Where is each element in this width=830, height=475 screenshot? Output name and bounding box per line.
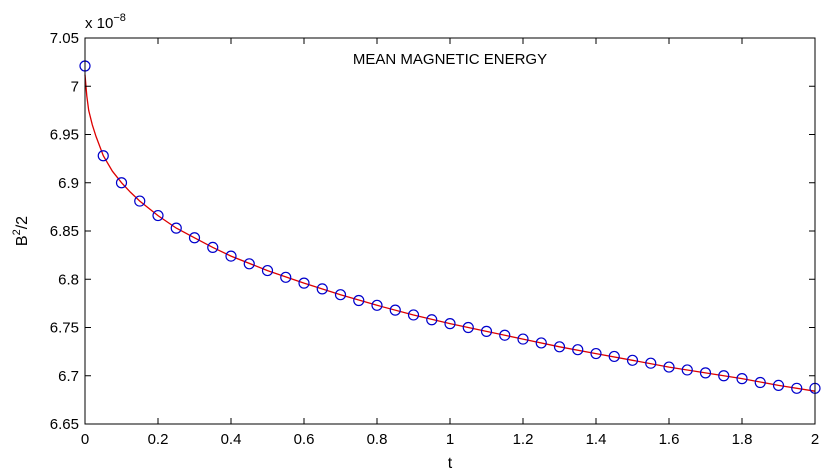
y-tick-label: 7.05 [50, 30, 79, 47]
x-tick-label: 0.2 [148, 431, 169, 448]
series-line-simulation [84, 74, 816, 392]
y-tick-label: 6.85 [50, 223, 79, 240]
x-axis-label: t [448, 455, 453, 472]
data-point-marker [517, 333, 529, 345]
data-point-marker [298, 277, 310, 289]
x-tick-label: 0.4 [221, 431, 242, 448]
y-tick-label: 6.65 [50, 416, 79, 433]
data-point-marker [608, 350, 620, 363]
x-tick-label: 1.4 [586, 431, 607, 448]
data-point-marker [134, 195, 146, 207]
data-point-marker [444, 318, 456, 330]
x-tick-label: 1.6 [659, 431, 680, 448]
data-point-marker [188, 232, 201, 244]
x-tick-label: 0 [81, 431, 89, 448]
x-tick-label: 1.8 [732, 431, 753, 448]
data-point-marker [480, 325, 493, 337]
data-point-marker [407, 309, 420, 321]
data-point-marker [353, 294, 365, 307]
data-point-marker [207, 241, 219, 254]
y-tick-label: 6.7 [58, 368, 79, 385]
data-point-marker [791, 382, 803, 394]
y-axis-label-base: B [14, 235, 31, 246]
data-point-marker [535, 337, 547, 349]
data-point-marker [243, 258, 255, 270]
data-point-marker [645, 357, 657, 369]
data-point-marker [462, 321, 474, 334]
data-point-marker [736, 373, 748, 385]
data-point-marker [152, 209, 164, 222]
data-point-marker [389, 304, 401, 316]
data-point-marker [499, 329, 511, 341]
y-tick-label: 6.75 [50, 320, 79, 337]
plot-area [79, 60, 821, 394]
axes-box [84, 37, 816, 425]
data-point-marker [97, 150, 109, 162]
data-point-marker [699, 367, 712, 379]
data-point-marker [170, 222, 182, 234]
data-point-marker [572, 344, 584, 356]
x-tick-label: 2 [811, 431, 819, 448]
x-tick-label: 1.2 [513, 431, 534, 448]
data-point-marker [261, 264, 274, 277]
data-point-marker [316, 283, 328, 295]
y-tick-label: 7 [71, 78, 79, 95]
data-point-marker [280, 271, 292, 283]
x-tick-label: 0.6 [294, 431, 315, 448]
y-tick-label: 6.9 [58, 175, 79, 192]
data-point-marker [754, 376, 766, 389]
data-point-marker [553, 341, 566, 353]
data-point-marker [681, 364, 693, 376]
data-point-marker [590, 347, 602, 360]
y-axis-label-sup: 2 [11, 229, 23, 235]
y-axis-label-rest: /2 [14, 216, 31, 229]
chart-title: MEAN MAGNETIC ENERGY [353, 51, 547, 68]
data-point-marker [371, 299, 383, 311]
x-tick-label: 1 [446, 431, 454, 448]
data-point-marker [225, 250, 237, 262]
data-point-marker [718, 370, 730, 382]
axis-ticks: 0 0.2 0.4 0.6 0.8 1 1.2 1.4 1.6 1.8 2 6.65 6.7 6.75 6.… [50, 30, 819, 448]
y-exponent-prefix: x 10 [85, 15, 113, 32]
data-point-marker [426, 314, 438, 326]
y-tick-label: 6.95 [50, 127, 79, 144]
y-exponent-label: x 10−8 [85, 12, 126, 32]
x-tick-label: 0.8 [367, 431, 388, 448]
data-point-marker [663, 361, 675, 373]
data-point-marker [334, 289, 347, 301]
y-axis-label: B2/2 [11, 216, 31, 246]
y-tick-label: 6.8 [58, 271, 79, 288]
data-point-marker [626, 354, 639, 366]
data-point-marker [772, 379, 785, 391]
data-point-marker [115, 177, 128, 189]
y-exponent-power: −8 [113, 12, 126, 24]
